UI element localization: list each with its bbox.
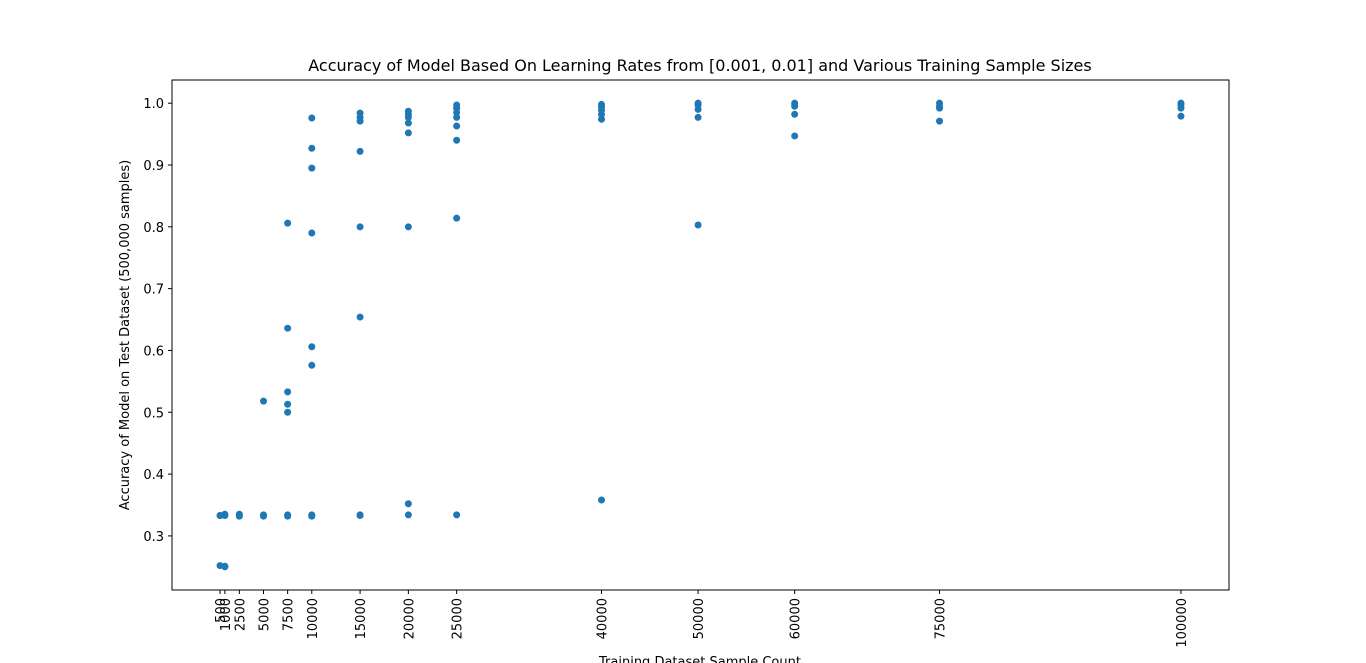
point [356, 117, 364, 125]
point [453, 214, 461, 222]
point [404, 119, 412, 127]
point [404, 511, 412, 519]
point [791, 102, 799, 110]
point [235, 512, 243, 520]
point [453, 113, 461, 121]
x-tick-label: 500 [214, 598, 229, 623]
x-tick-label: 2500 [233, 598, 248, 631]
point [404, 223, 412, 231]
point [1177, 104, 1185, 112]
point [221, 512, 229, 520]
y-tick-label: 0.6 [143, 344, 164, 359]
y-axis-label: Accuracy of Model on Test Dataset (500,0… [118, 160, 133, 510]
point [404, 500, 412, 508]
x-tick-label: 1000 [219, 598, 234, 631]
point [308, 144, 316, 152]
point [308, 361, 316, 369]
point [308, 229, 316, 237]
x-axis-label: Training Dataset Sample Count [598, 655, 801, 663]
x-tick-label: 15000 [354, 598, 369, 639]
point [284, 512, 292, 520]
point [356, 223, 364, 231]
x-tick-label: 100000 [1175, 598, 1190, 648]
y-tick-label: 0.7 [143, 283, 164, 298]
point [284, 400, 292, 408]
point [284, 219, 292, 227]
x-tick-label: 20000 [402, 598, 417, 639]
point [308, 164, 316, 172]
point [791, 132, 799, 140]
point [694, 221, 702, 229]
chart-title: Accuracy of Model Based On Learning Rate… [308, 56, 1091, 75]
point [791, 110, 799, 118]
point [598, 496, 606, 504]
x-tick-label: 50000 [692, 598, 707, 639]
y-tick-label: 0.9 [143, 159, 164, 174]
point [284, 324, 292, 332]
y-tick-label: 1.0 [143, 97, 164, 112]
y-tick-label: 0.4 [143, 468, 164, 483]
point [404, 113, 412, 121]
point [308, 343, 316, 351]
point [260, 397, 268, 405]
point [404, 129, 412, 137]
point [453, 122, 461, 130]
y-tick-label: 0.5 [143, 406, 164, 421]
point [598, 110, 606, 118]
point [694, 113, 702, 121]
point [356, 512, 364, 520]
point [936, 104, 944, 112]
x-tick-label: 40000 [596, 598, 611, 639]
x-tick-label: 10000 [306, 598, 321, 639]
point [694, 105, 702, 113]
point [284, 388, 292, 396]
y-tick-label: 0.8 [143, 221, 164, 236]
point [260, 512, 268, 520]
point [308, 114, 316, 122]
plot-frame [171, 79, 1230, 591]
point [356, 147, 364, 155]
x-tick-label: 60000 [789, 598, 804, 639]
x-tick-label: 25000 [451, 598, 466, 639]
point [453, 108, 461, 116]
point [356, 313, 364, 321]
point [1177, 112, 1185, 120]
x-tick-label: 7500 [282, 598, 297, 631]
point [284, 408, 292, 416]
y-tick-label: 0.3 [143, 530, 164, 545]
point [308, 512, 316, 520]
point [453, 136, 461, 144]
point [221, 562, 229, 570]
point [598, 115, 606, 123]
point [453, 511, 461, 519]
x-tick-label: 5000 [258, 598, 273, 631]
x-tick-label: 75000 [934, 598, 949, 639]
point [936, 117, 944, 125]
